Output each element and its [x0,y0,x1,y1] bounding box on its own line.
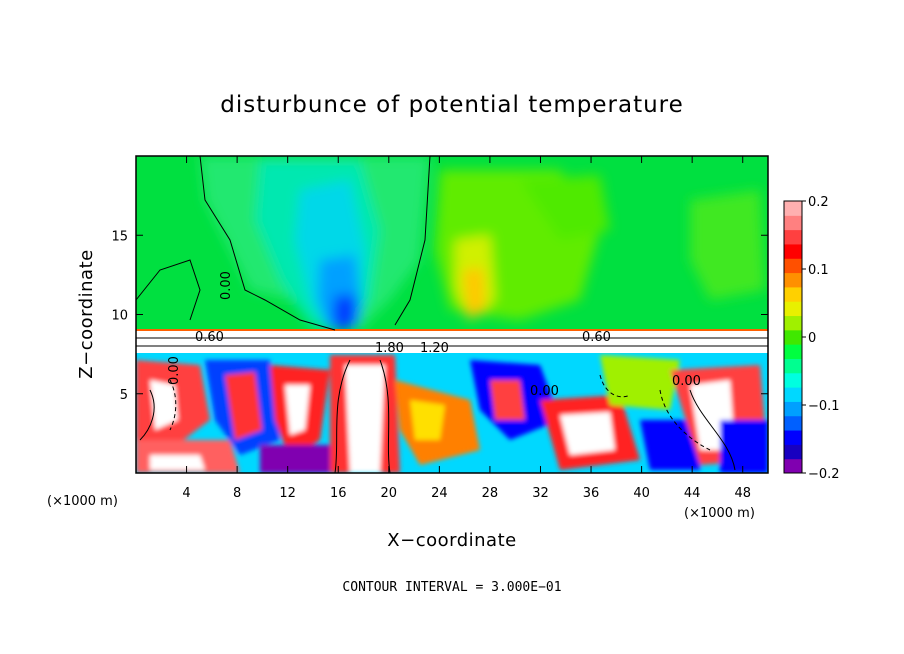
colorbar-swatch [784,286,802,302]
colorbar-swatch [784,229,802,245]
x-tick-label: 12 [279,486,296,501]
y-axis-label: Z−coordinate [76,249,97,378]
colorbar-swatch [784,444,802,460]
x-tick-label: 8 [233,486,241,501]
colorbar-swatch [784,272,802,288]
colorbar-swatch [784,430,802,445]
chart-title: disturbunce of potential temperature [220,92,684,118]
colorbar-frame [783,200,803,474]
x-tick-label: 32 [532,486,549,501]
contour-label: 0.60 [195,330,224,345]
x-tick-label: 44 [684,486,701,501]
contour-labels: 0.60 0.60 0.00 0.00 0.00 0.00 1.80 1.20 [167,271,701,399]
contour-label: 0.00 [219,271,234,300]
colorbar-swatch [784,243,802,259]
y-tick-label: 15 [111,229,128,244]
x-tick-label: 20 [381,486,398,501]
colorbar-swatch [784,401,802,417]
contour-interval-note: CONTOUR INTERVAL = 3.000E−01 [342,580,561,595]
colorbar-swatch [784,258,802,274]
colorbar-tick-label: 0 [808,331,816,346]
colorbar-swatch [784,387,802,402]
contour-label: 0.00 [672,374,701,389]
colorbar-swatch [784,301,802,317]
colorbar-swatch [784,201,802,216]
y-tick-label: 10 [111,309,128,324]
x-tick-label: 4 [182,486,190,501]
x-tick-label: 40 [633,486,650,501]
y-axis: 5 10 15 [111,229,768,403]
colorbar-swatch [784,358,802,374]
x-tick-label: 16 [330,486,347,501]
contour-label: 1.80 [375,341,404,356]
colorbar-tick-label: 0.2 [808,195,829,210]
y-tick-label: 5 [120,388,128,403]
colorbar-tick-label: 0.1 [808,263,829,278]
colorbar-swatch [784,372,802,388]
x-tick-label: 36 [583,486,600,501]
contour-label: 0.00 [530,384,559,399]
x-axis-label: X−coordinate [387,530,516,551]
x-unit-label-right: (×1000 m) [684,506,755,521]
colorbar: −0.2 −0.1 0 0.1 0.2 [784,195,840,482]
colorbar-tick-label: −0.1 [808,399,840,414]
colorbar-tick-label: −0.2 [808,467,840,482]
contour-label: 1.20 [420,341,449,356]
colorbar-swatch [784,215,802,231]
colorbar-swatch [784,329,802,345]
contour-label: 0.60 [582,330,611,345]
colorbar-swatch [784,415,802,431]
colorbar-swatch [784,458,802,474]
x-axis: 4 8 12 16 20 24 28 32 36 40 44 48 [182,156,751,501]
heatmap-field [136,156,768,473]
x-tick-label: 28 [482,486,499,501]
x-tick-label: 24 [431,486,448,501]
x-tick-label: 48 [734,486,751,501]
colorbar-swatch [784,344,802,359]
contour-label: 0.00 [167,356,182,385]
colorbar-swatch [784,315,802,331]
x-unit-label: (×1000 m) [47,494,118,509]
